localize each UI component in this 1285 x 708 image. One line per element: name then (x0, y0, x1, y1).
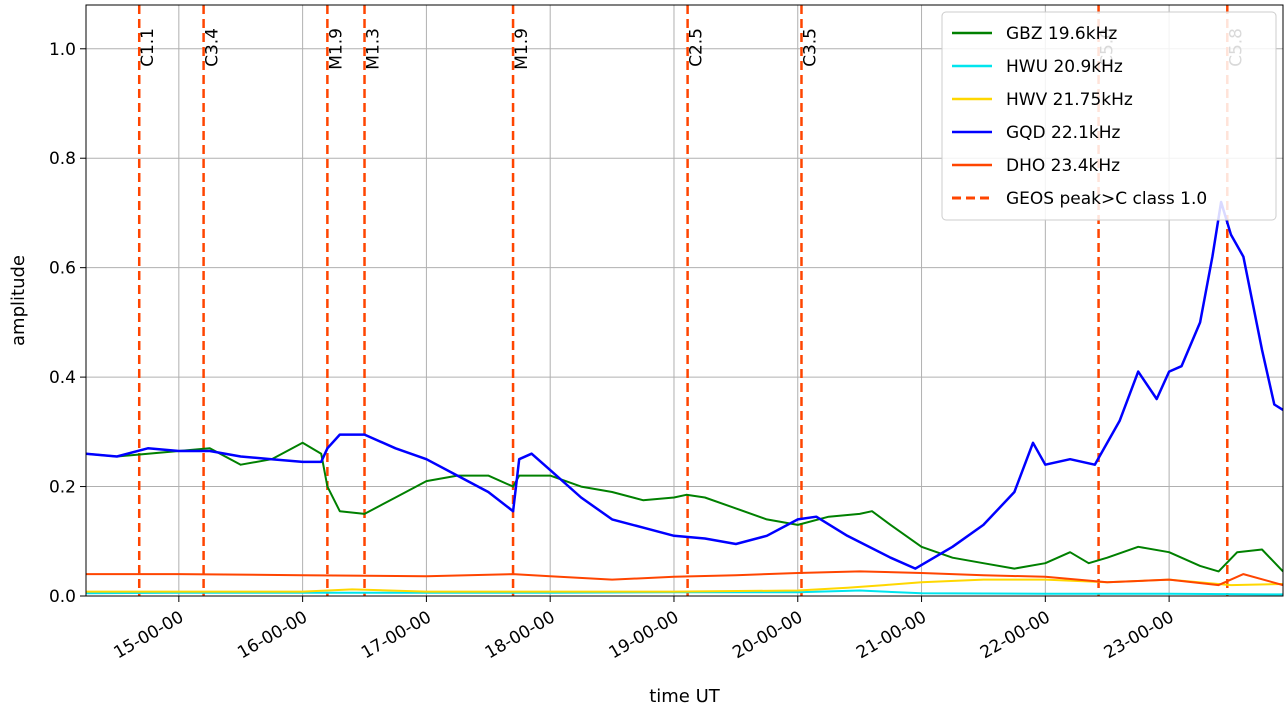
x-axis-label: time UT (649, 686, 721, 707)
legend-label: DHO 23.4kHz (1006, 156, 1120, 176)
series-lines (85, 200, 1284, 596)
plot-frame (85, 4, 1284, 597)
flare-label: C3.4 (203, 28, 223, 67)
flare-label: C1.1 (138, 28, 158, 67)
x-tick-label: 23-00-00 (1101, 607, 1178, 663)
series-line (86, 570, 1284, 587)
x-tick-label: 22-00-00 (977, 607, 1054, 663)
legend-label: GEOS peak>C class 1.0 (1006, 189, 1207, 209)
x-tick-label: 19-00-00 (606, 607, 683, 663)
x-tick-label: 20-00-00 (729, 607, 806, 663)
x-tick-label: 21-00-00 (853, 607, 930, 663)
series-line (85, 200, 1284, 570)
flare-label: M1.3 (364, 28, 384, 70)
flare-label: C3.5 (800, 28, 820, 67)
legend-label: GQD 22.1kHz (1006, 123, 1121, 143)
x-tick-label: 18-00-00 (482, 607, 559, 663)
flare-label: M1.9 (512, 28, 532, 70)
series-line (85, 589, 1284, 596)
legend-label: HWV 21.75kHz (1006, 90, 1133, 110)
flare-label: C2.5 (687, 28, 707, 67)
legend-box (941, 11, 1277, 221)
x-tick-label: 15-00-00 (110, 607, 187, 663)
y-axis-ticks: 0.0 0.2 0.4 0.6 0.8 1.0 (49, 40, 86, 607)
flare-label: M1.9 (326, 28, 346, 70)
legend-label: GBZ 19.6kHz (1006, 24, 1117, 44)
y-tick-label: 0.0 (49, 587, 76, 607)
x-axis-ticks: 15-00-00 16-00-00 17-00-00 18-00-00 19-00-00… (110, 596, 1178, 663)
legend: GBZ 19.6kHz HWU 20.9kHz HWV 21.75kHz GQD 22… (941, 11, 1277, 221)
x-tick-label: 17-00-00 (358, 607, 435, 663)
series-line (85, 441, 1284, 573)
y-tick-label: 0.8 (49, 149, 76, 169)
y-tick-label: 1.0 (49, 40, 76, 60)
x-tick-label: 16-00-00 (234, 607, 311, 663)
y-tick-label: 0.6 (49, 259, 76, 279)
y-tick-label: 0.4 (49, 368, 76, 388)
y-tick-label: 0.2 (49, 478, 76, 498)
legend-label: HWU 20.9kHz (1006, 57, 1123, 77)
y-axis-label: amplitude (8, 255, 29, 346)
